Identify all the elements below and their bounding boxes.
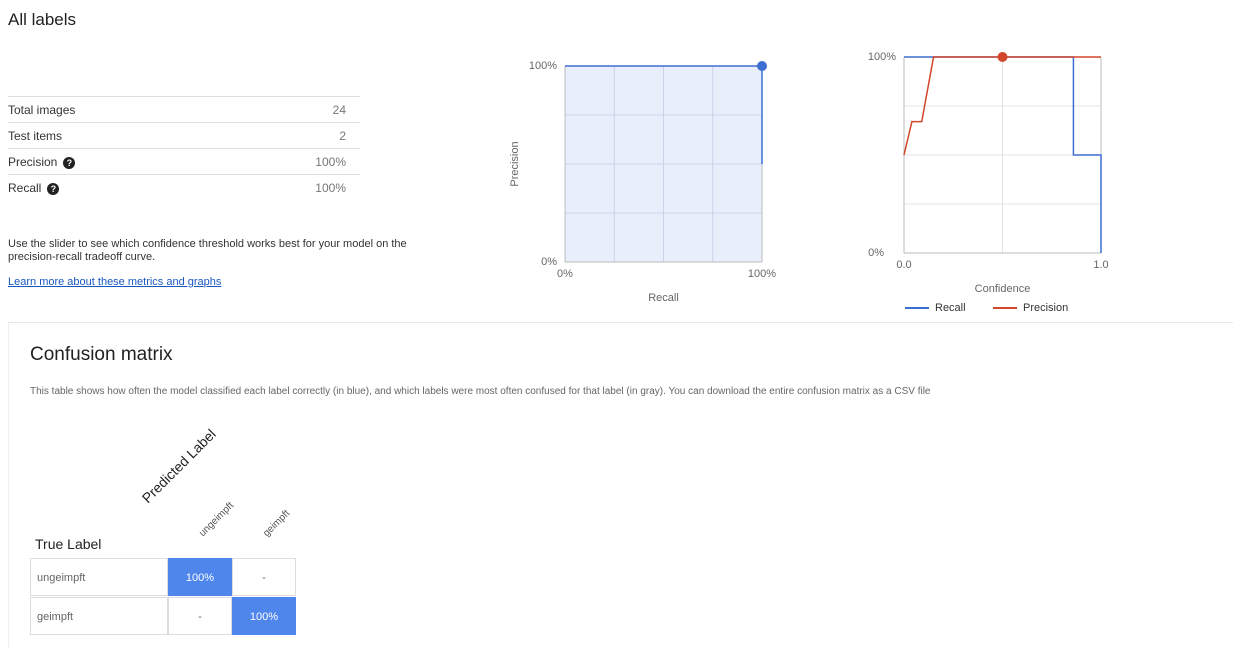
- selected-point: [997, 52, 1008, 62]
- help-icon[interactable]: ?: [47, 182, 60, 195]
- stat-value: 24: [332, 103, 346, 117]
- y-tick-label: 100%: [868, 51, 896, 63]
- stat-value: 100%: [315, 181, 346, 195]
- stat-row: Total images 24: [8, 96, 360, 123]
- stat-row: Precision? 100%: [8, 148, 360, 175]
- row-label-cell: geimpft: [30, 597, 168, 635]
- cm-title: Confusion matrix: [30, 344, 173, 365]
- selected-point: [757, 61, 767, 71]
- cm-description: This table shows how often the model cla…: [30, 386, 931, 397]
- matrix-cell: -: [232, 558, 296, 596]
- y-tick-label: 0%: [868, 247, 884, 259]
- confusion-panel: [8, 322, 1233, 648]
- legend-label: Precision: [1023, 302, 1068, 314]
- stat-label: Total images: [8, 103, 76, 117]
- x-axis-label: Recall: [648, 292, 679, 304]
- y-tick-label: 100%: [529, 60, 557, 72]
- x-tick-label: 0.0: [896, 259, 911, 271]
- stat-label: Recall: [8, 181, 42, 195]
- stat-value: 100%: [315, 155, 346, 169]
- help-icon[interactable]: ?: [63, 156, 76, 169]
- stat-row: Test items 2: [8, 122, 360, 149]
- matrix-cell: 100%: [168, 558, 232, 596]
- y-tick-label: 0%: [541, 256, 557, 268]
- stat-label: Test items: [8, 129, 63, 143]
- x-axis-label: Confidence: [975, 283, 1031, 295]
- x-tick-label: 100%: [748, 268, 776, 280]
- matrix-cell: -: [168, 597, 232, 635]
- row-label-cell: ungeimpft: [30, 558, 168, 596]
- matrix-cell: 100%: [232, 597, 296, 635]
- row-header: True Label: [35, 536, 102, 552]
- stat-row: Recall? 100%: [8, 174, 360, 201]
- stat-label: Precision: [8, 155, 58, 169]
- stat-value: 2: [339, 129, 346, 143]
- legend-label: Recall: [935, 302, 966, 314]
- x-tick-label: 0%: [557, 268, 573, 280]
- learn-more-link[interactable]: Learn more about these metrics and graph…: [8, 276, 222, 288]
- x-tick-label: 1.0: [1093, 259, 1108, 271]
- description: Use the slider to see which confidence t…: [8, 238, 407, 263]
- series-line: [903, 56, 1101, 156]
- y-axis-label: Precision: [509, 141, 521, 186]
- section-title: All labels: [8, 10, 77, 29]
